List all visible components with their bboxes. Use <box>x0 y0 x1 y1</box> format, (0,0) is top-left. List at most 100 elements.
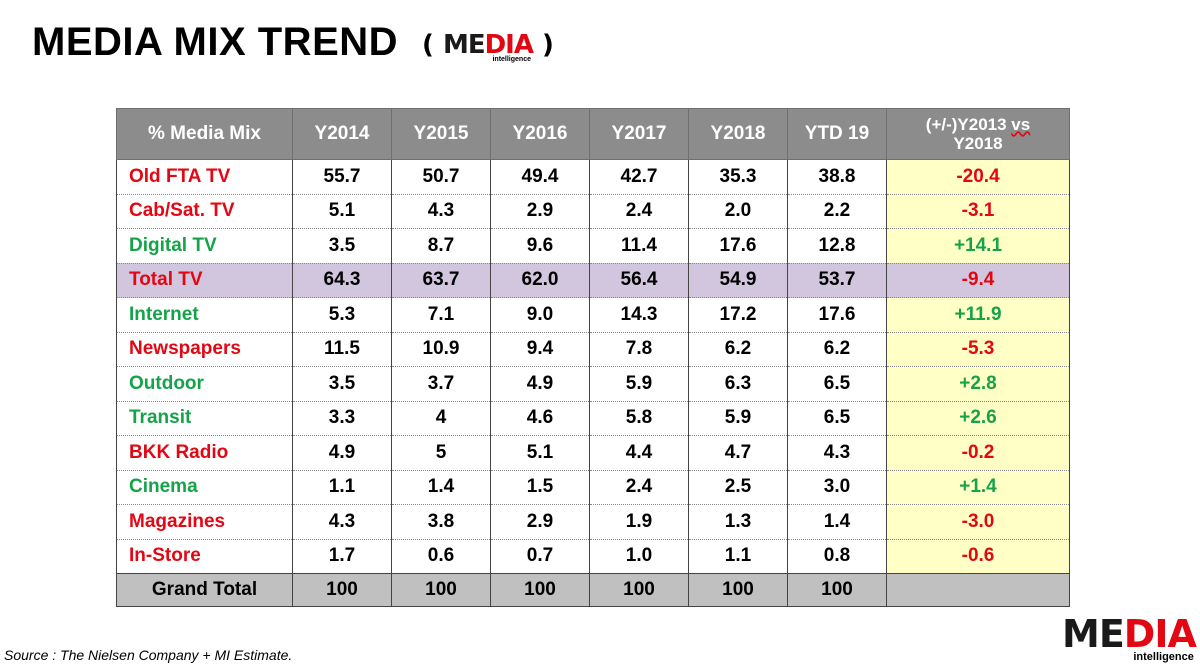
table-cell: 6.5 <box>787 366 887 402</box>
column-header: Y2014 <box>292 108 392 160</box>
table-cell: 2.5 <box>688 470 788 505</box>
table-cell: 3.7 <box>391 366 491 402</box>
table-cell: 2.4 <box>589 470 689 505</box>
table-cell: 4.7 <box>688 435 788 471</box>
table-cell: 1.4 <box>391 470 491 505</box>
table-row: Internet 5.3 7.1 9.0 14.3 17.2 17.6 +11.9 <box>116 297 1070 333</box>
table-cell: 50.7 <box>391 159 491 195</box>
table-cell: 11.4 <box>589 228 689 264</box>
column-header: YTD 19 <box>787 108 887 160</box>
table-cell: 35.3 <box>688 159 788 195</box>
table-cell: 17.6 <box>688 228 788 264</box>
column-header: Y2016 <box>490 108 590 160</box>
media-label: Outdoor <box>116 366 293 402</box>
table-cell: 5.3 <box>292 297 392 333</box>
media-label: Total TV <box>116 263 293 298</box>
table-cell: 55.7 <box>292 159 392 195</box>
change-cell: +14.1 <box>886 228 1070 264</box>
table-cell: 3.0 <box>787 470 887 505</box>
table-cell: 5.1 <box>292 194 392 229</box>
table-cell: 2.9 <box>490 194 590 229</box>
change-cell: +1.4 <box>886 470 1070 505</box>
table-cell: 1.3 <box>688 504 788 540</box>
grand-total-label: Grand Total <box>116 573 293 607</box>
table-cell-empty <box>886 573 1070 607</box>
table-cell: 3.5 <box>292 228 392 264</box>
change-cell: -9.4 <box>886 263 1070 298</box>
table-cell: 9.0 <box>490 297 590 333</box>
media-intelligence-logo: MEDIA intelligence <box>1062 612 1197 663</box>
media-label: BKK Radio <box>116 435 293 471</box>
table-cell: 64.3 <box>292 263 392 298</box>
media-label: Transit <box>116 401 293 436</box>
table-cell: 6.2 <box>787 332 887 367</box>
table-cell: 5.8 <box>589 401 689 436</box>
table-cell: 1.9 <box>589 504 689 540</box>
table-cell: 1.0 <box>589 539 689 574</box>
table-cell: 5.9 <box>589 366 689 402</box>
table-row: Transit 3.3 4 4.6 5.8 5.9 6.5 +2.6 <box>116 401 1070 436</box>
column-header: Y2015 <box>391 108 491 160</box>
table-cell: 100 <box>688 573 788 607</box>
table-row: BKK Radio 4.9 5 5.1 4.4 4.7 4.3 -0.2 <box>116 435 1070 471</box>
table-cell: 100 <box>292 573 392 607</box>
change-cell: +11.9 <box>886 297 1070 333</box>
column-header: % Media Mix <box>116 108 293 160</box>
media-label: Magazines <box>116 504 293 540</box>
table-cell: 4.3 <box>787 435 887 471</box>
media-label: Internet <box>116 297 293 333</box>
table-cell: 4.9 <box>292 435 392 471</box>
table-cell: 9.6 <box>490 228 590 264</box>
table-cell: 54.9 <box>688 263 788 298</box>
column-header: Y2017 <box>589 108 689 160</box>
table-cell: 6.2 <box>688 332 788 367</box>
table-cell: 3.3 <box>292 401 392 436</box>
grand-total-row: Grand Total 100 100 100 100 100 100 <box>116 573 1070 607</box>
table-row: Outdoor 3.5 3.7 4.9 5.9 6.3 6.5 +2.8 <box>116 366 1070 402</box>
table-cell: 49.4 <box>490 159 590 195</box>
table-cell: 42.7 <box>589 159 689 195</box>
change-cell: -3.1 <box>886 194 1070 229</box>
table-cell: 100 <box>787 573 887 607</box>
table-header-row: % Media Mix Y2014 Y2015 Y2016 Y2017 Y201… <box>116 108 1070 160</box>
column-header: Y2018 <box>688 108 788 160</box>
media-label: In-Store <box>116 539 293 574</box>
table-cell: 7.8 <box>589 332 689 367</box>
table-cell: 12.8 <box>787 228 887 264</box>
change-cell: -5.3 <box>886 332 1070 367</box>
table-cell: 38.8 <box>787 159 887 195</box>
table-cell: 10.9 <box>391 332 491 367</box>
table-cell: 5.1 <box>490 435 590 471</box>
table-cell: 0.7 <box>490 539 590 574</box>
table-cell: 7.1 <box>391 297 491 333</box>
table-row: Total TV 64.3 63.7 62.0 56.4 54.9 53.7 -9.4 <box>116 263 1070 298</box>
table-cell: 53.7 <box>787 263 887 298</box>
media-label: Newspapers <box>116 332 293 367</box>
table-row: Cab/Sat. TV 5.1 4.3 2.9 2.4 2.0 2.2 -3.1 <box>116 194 1070 229</box>
media-label: Old FTA TV <box>116 159 293 195</box>
table-cell: 11.5 <box>292 332 392 367</box>
table-cell: 3.8 <box>391 504 491 540</box>
table-row: Magazines 4.3 3.8 2.9 1.9 1.3 1.4 -3.0 <box>116 504 1070 540</box>
table-row: Newspapers 11.5 10.9 9.4 7.8 6.2 6.2 -5.3 <box>116 332 1070 367</box>
table-cell: 4 <box>391 401 491 436</box>
table-cell: 2.9 <box>490 504 590 540</box>
media-label: Cab/Sat. TV <box>116 194 293 229</box>
table-cell: 1.1 <box>688 539 788 574</box>
table-cell: 4.4 <box>589 435 689 471</box>
table-cell: 1.4 <box>787 504 887 540</box>
change-cell: +2.8 <box>886 366 1070 402</box>
table-cell: 0.8 <box>787 539 887 574</box>
table-cell: 9.4 <box>490 332 590 367</box>
table-cell: 100 <box>391 573 491 607</box>
table-cell: 6.3 <box>688 366 788 402</box>
table-cell: 17.2 <box>688 297 788 333</box>
table-cell: 1.7 <box>292 539 392 574</box>
media-mix-table: % Media Mix Y2014 Y2015 Y2016 Y2017 Y201… <box>116 108 1070 607</box>
source-note: Source : The Nielsen Company + MI Estima… <box>4 647 293 663</box>
change-column-header: (+/-)Y2013 vs Y2018 <box>886 108 1070 160</box>
media-label: Digital TV <box>116 228 293 264</box>
table-cell: 2.4 <box>589 194 689 229</box>
table-cell: 4.6 <box>490 401 590 436</box>
table-cell: 62.0 <box>490 263 590 298</box>
